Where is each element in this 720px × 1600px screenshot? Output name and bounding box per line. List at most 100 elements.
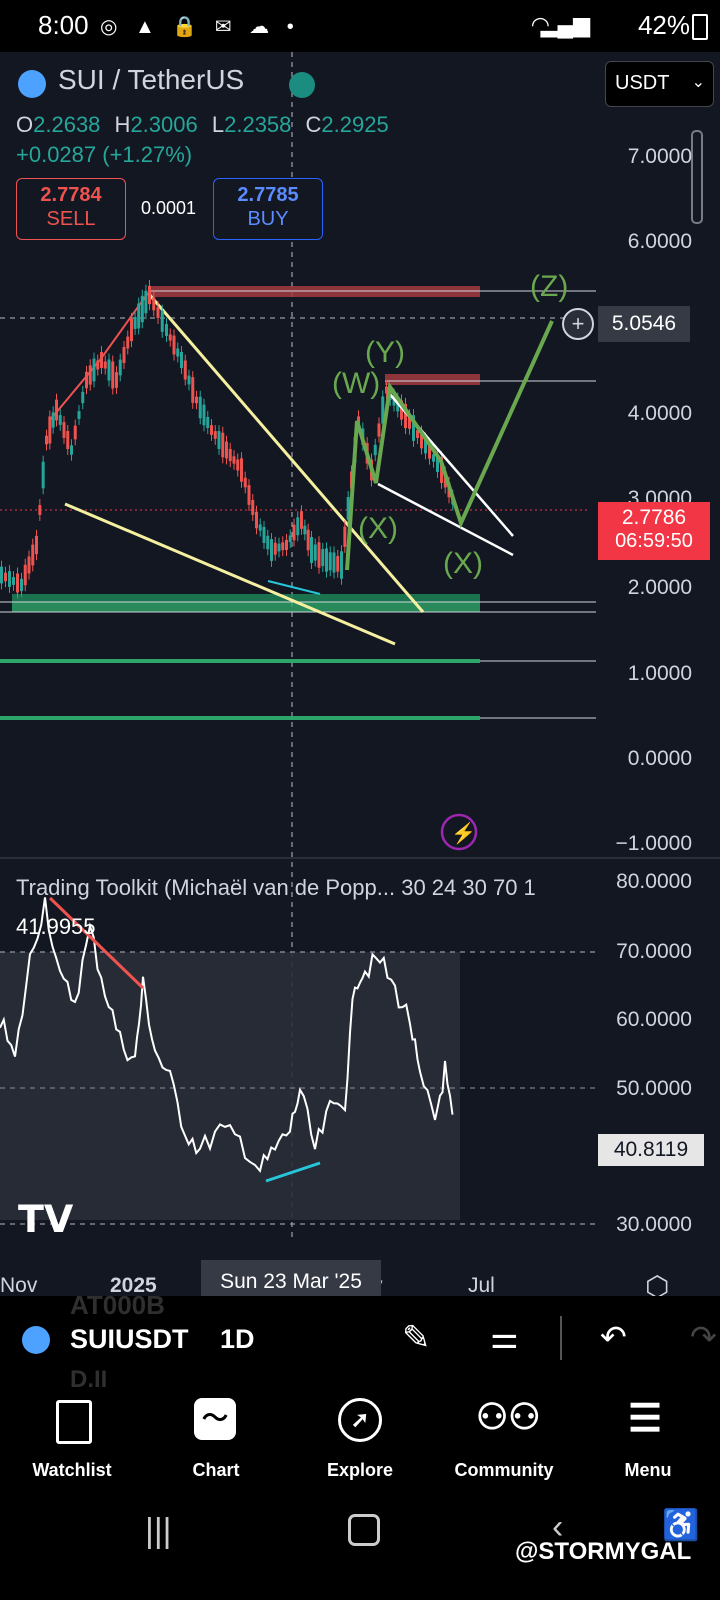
candle-body bbox=[336, 555, 340, 572]
buy-label: BUY bbox=[247, 208, 289, 230]
ghost-text-top: AT000B bbox=[70, 1290, 165, 1320]
candle-body bbox=[45, 435, 48, 445]
battery-icon bbox=[692, 14, 708, 40]
price-scale-scrollbar[interactable] bbox=[691, 130, 703, 224]
bar-countdown: 06:59:50 bbox=[615, 530, 693, 552]
support-zone bbox=[12, 594, 480, 602]
status-bar: 8:00 ◎ ▲ 🔒 ✉ ☁ • ◠ ▂▄▆ 42% bbox=[0, 0, 720, 52]
candle-body bbox=[180, 351, 183, 369]
nav-community[interactable]: ⚇⚇ Community bbox=[454, 1396, 554, 1480]
sell-button[interactable]: 2.7784 SELL bbox=[16, 178, 126, 240]
rsi-line bbox=[0, 897, 454, 1174]
symbol-title[interactable]: SUI / TetherUS bbox=[58, 64, 245, 95]
indicator-current-label: 40.8119 bbox=[598, 1134, 704, 1166]
candle-body bbox=[168, 334, 172, 341]
rsi-red-divergence bbox=[48, 896, 145, 990]
support-zone-3 bbox=[0, 659, 480, 663]
candle-body bbox=[346, 497, 350, 520]
home-icon[interactable] bbox=[348, 1514, 380, 1546]
indicator-tick: 80.0000 bbox=[616, 870, 692, 893]
time-label: Nov bbox=[0, 1274, 38, 1297]
spread-value: 0.0001 bbox=[141, 198, 197, 218]
wave-label-x2: (X) bbox=[443, 547, 483, 580]
nav-explore[interactable]: ➚ Explore bbox=[288, 1390, 432, 1500]
currency-select[interactable]: USDT ⌄ bbox=[605, 61, 714, 107]
status-time: 8:00 bbox=[38, 10, 89, 40]
pencil-icon[interactable]: ✎ bbox=[402, 1319, 431, 1357]
wave-label-w: (W) bbox=[332, 367, 380, 400]
back-icon[interactable]: ‹ bbox=[552, 1508, 564, 1546]
lightning-glyph: ⚡ bbox=[451, 821, 476, 845]
candle-body bbox=[140, 295, 144, 323]
wedge-upper-trendline bbox=[146, 292, 425, 613]
buy-button[interactable]: 2.7785 BUY bbox=[213, 178, 323, 240]
nav-chart[interactable]: 〜 Chart bbox=[144, 1390, 288, 1500]
candle-body bbox=[31, 544, 35, 566]
nav-watchlist[interactable]: Watchlist bbox=[0, 1390, 144, 1500]
candle-body bbox=[296, 517, 300, 536]
candle-body bbox=[137, 303, 141, 329]
indicator-tick: 30.0000 bbox=[616, 1213, 692, 1236]
sell-label: SELL bbox=[46, 208, 96, 230]
candle-body bbox=[62, 422, 66, 438]
time-label: Jul bbox=[468, 1274, 495, 1297]
ohlc-row: O2.2638 H2.3006 L2.2358 C2.2925 bbox=[16, 112, 389, 137]
wave-label-z: (Z) bbox=[530, 270, 568, 303]
redo-icon[interactable]: ↷ bbox=[690, 1319, 717, 1355]
candle-body bbox=[243, 477, 247, 488]
candle-body bbox=[385, 386, 388, 394]
rsi-cyan-divergence bbox=[265, 1161, 321, 1183]
sui-logo-icon bbox=[22, 1326, 50, 1354]
recent-apps-icon[interactable]: ||| bbox=[145, 1512, 172, 1550]
candle-body bbox=[144, 290, 148, 314]
compass-icon: ➚ bbox=[338, 1398, 382, 1442]
candle-body bbox=[300, 511, 303, 529]
support-zone-2 bbox=[12, 602, 480, 612]
candle-body bbox=[321, 549, 325, 566]
candle-body bbox=[288, 535, 292, 543]
toolbar-symbol[interactable]: SUIUSDT bbox=[70, 1324, 189, 1354]
nav-menu[interactable]: ☰ Menu bbox=[624, 1398, 672, 1480]
candle-body bbox=[343, 526, 347, 547]
indicators-icon[interactable]: ⚌ bbox=[490, 1319, 519, 1355]
candle-body bbox=[8, 571, 11, 587]
last-price-value: 2.7786 bbox=[621, 506, 687, 529]
white-wedge-lower bbox=[377, 482, 514, 557]
add-alert-icon[interactable]: + bbox=[562, 308, 594, 340]
candle-body bbox=[206, 416, 210, 429]
candle-body bbox=[187, 375, 191, 385]
candle-body bbox=[306, 529, 310, 551]
candle-body bbox=[77, 411, 81, 419]
market-status-icon[interactable] bbox=[289, 72, 315, 98]
price-tick: 6.0000 bbox=[627, 230, 692, 253]
support-zone-4 bbox=[0, 716, 480, 720]
crosshair-price-label: 5.0546 bbox=[598, 306, 690, 342]
indicator-title[interactable]: Trading Toolkit (Michaël van de Popp... … bbox=[16, 875, 536, 900]
time-label: 2025 bbox=[110, 1274, 157, 1297]
bottom-navigation: Watchlist 〜 Chart ➚ Explore ⚇⚇ Community… bbox=[0, 1390, 720, 1500]
candle-body bbox=[325, 548, 328, 572]
ghost-text-bottom: D.II bbox=[70, 1366, 108, 1393]
accessibility-icon[interactable]: ♿ bbox=[662, 1509, 700, 1542]
candle-body bbox=[432, 454, 435, 462]
interval-button[interactable]: 1D bbox=[220, 1324, 255, 1354]
candle-body bbox=[100, 352, 103, 368]
undo-icon[interactable]: ↶ bbox=[600, 1319, 627, 1355]
candle-body bbox=[281, 542, 285, 551]
candle-body bbox=[88, 365, 92, 385]
lightning-icon bbox=[440, 813, 478, 851]
candle-body bbox=[148, 285, 151, 305]
price-tick: 1.0000 bbox=[627, 662, 692, 685]
candle-body bbox=[232, 456, 236, 464]
price-tick: 7.0000 bbox=[627, 145, 692, 168]
candle-body bbox=[428, 445, 431, 459]
candle-body bbox=[277, 543, 281, 552]
candle-body bbox=[152, 297, 156, 311]
candle-body bbox=[183, 360, 187, 380]
price-chart-canvas[interactable]: (W) (X) (Y) (X) (Z) ⚡ 𝗧𝗩 bbox=[0, 52, 720, 1296]
wedge-lower-trendline bbox=[64, 502, 396, 646]
price-tick: 2.0000 bbox=[627, 576, 692, 599]
toolbar-divider bbox=[560, 1316, 562, 1360]
candle-body bbox=[55, 399, 58, 421]
tradingview-logo: 𝗧𝗩 bbox=[18, 1199, 74, 1241]
